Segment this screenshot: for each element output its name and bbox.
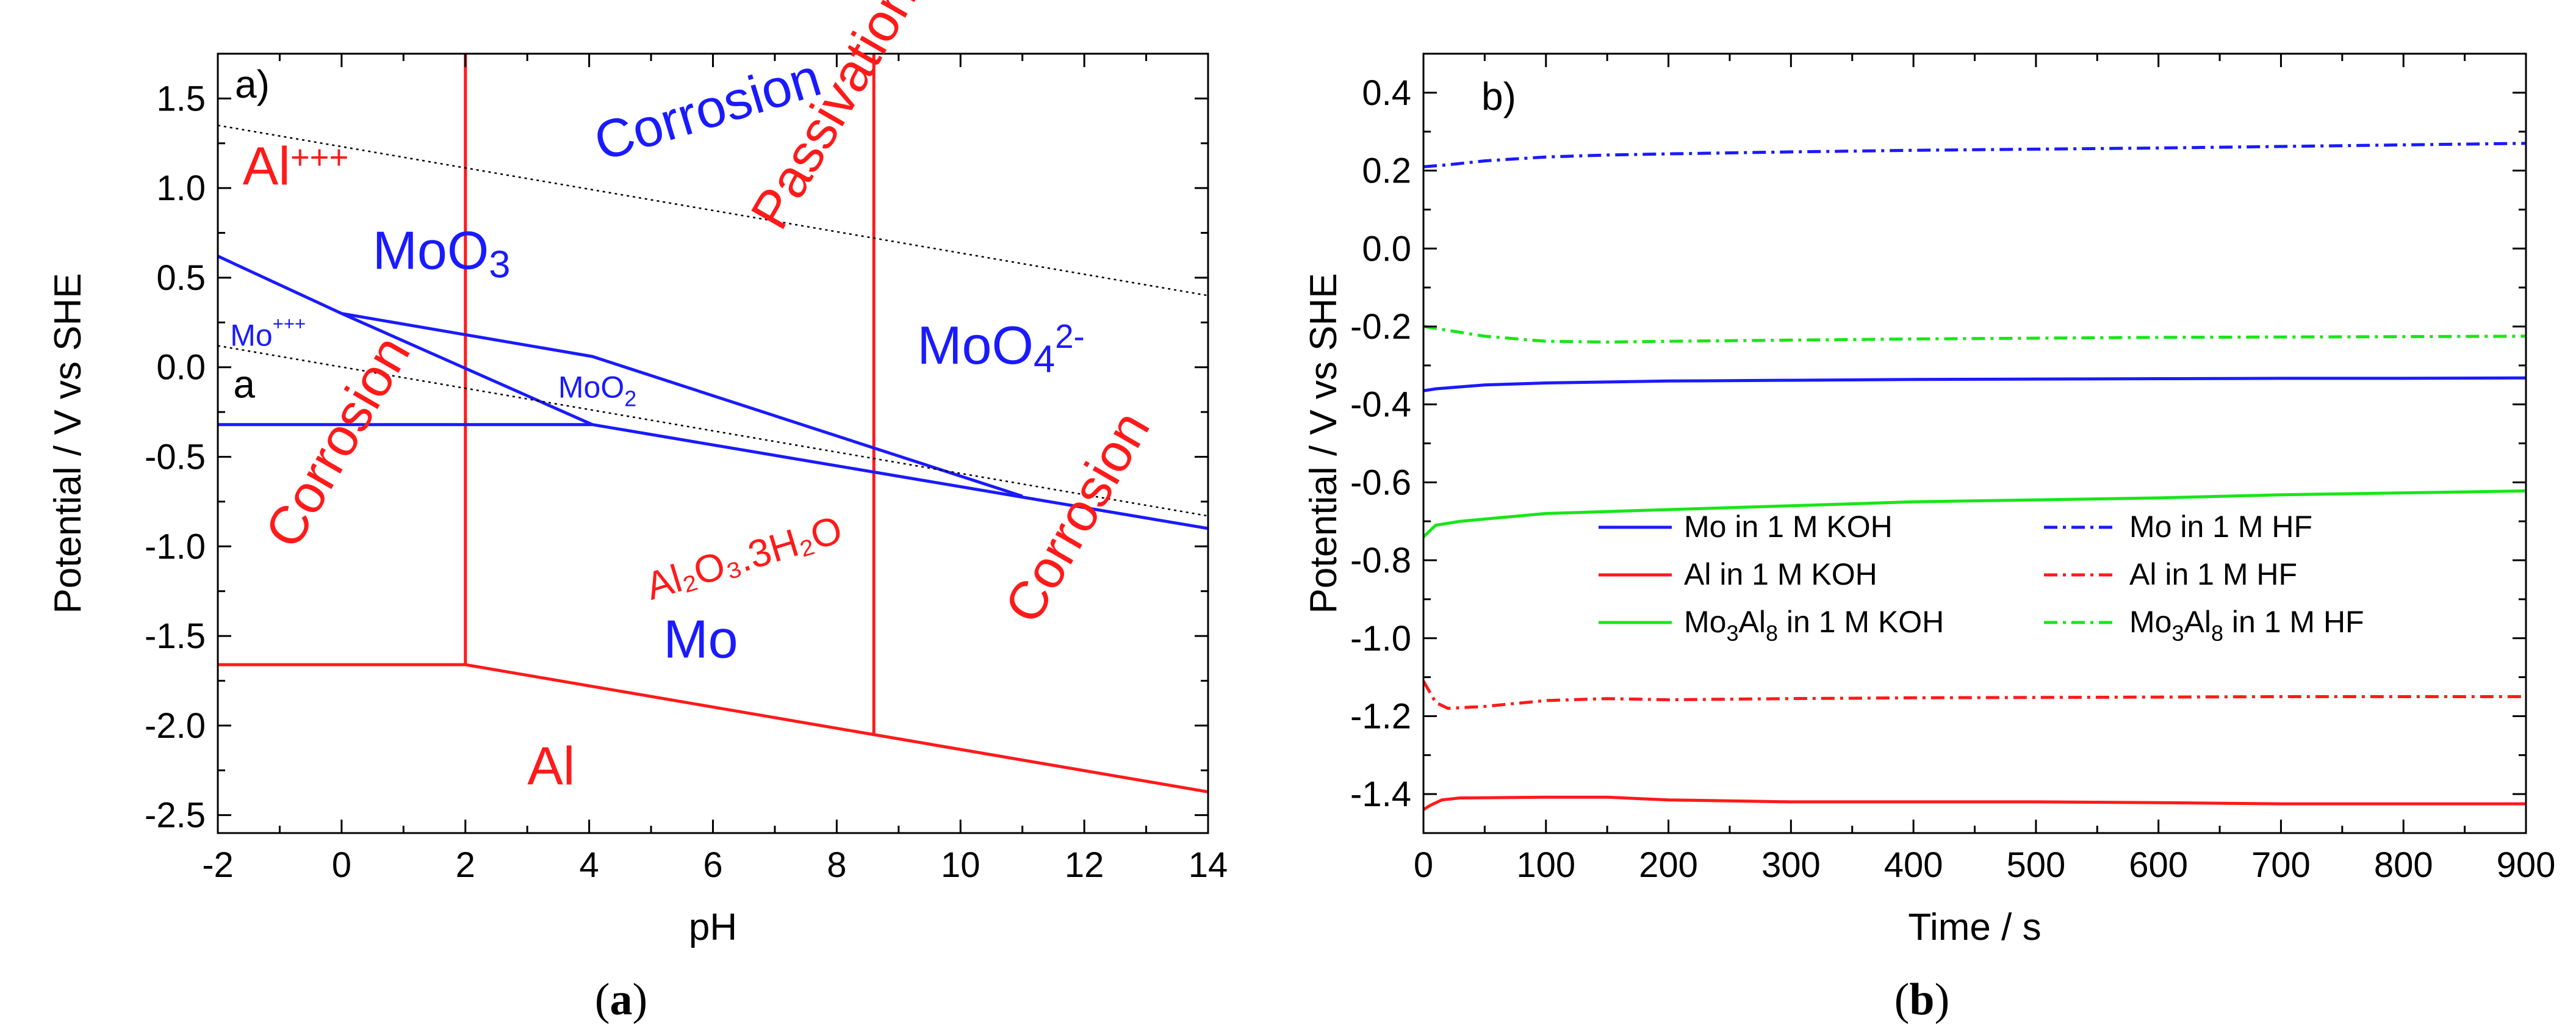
series-line bbox=[1423, 142, 2526, 168]
legend-label: Mo in 1 M KOH bbox=[1684, 510, 1893, 544]
y-axis-label: Potential / V vs SHE bbox=[1303, 273, 1345, 613]
caption-b: (b) bbox=[1894, 975, 1949, 1025]
series-line bbox=[1423, 325, 2526, 344]
region-label: Mo+++ bbox=[230, 313, 306, 353]
series-line bbox=[1423, 489, 2526, 538]
series-line bbox=[1423, 376, 2526, 392]
region-label: MoO3 bbox=[373, 220, 511, 286]
x-tick-label: 12 bbox=[1065, 845, 1104, 885]
y-tick-label: -0.2 bbox=[1350, 307, 1411, 347]
y-axis-label: Potential / V vs SHE bbox=[47, 273, 89, 613]
y-tick-label: -1.5 bbox=[145, 616, 206, 656]
y-tick-label: 1.5 bbox=[156, 79, 206, 118]
y-tick-label: -1.0 bbox=[1350, 619, 1411, 659]
region-label: a bbox=[233, 363, 255, 406]
y-tick-label: 0.4 bbox=[1362, 73, 1411, 113]
x-tick-label: 100 bbox=[1516, 845, 1575, 885]
series-line bbox=[218, 345, 1208, 517]
series-line bbox=[218, 254, 342, 315]
series-line bbox=[1423, 680, 2526, 710]
panel-label: a) bbox=[235, 62, 270, 106]
x-tick-label: 800 bbox=[2374, 845, 2433, 885]
y-tick-label: -0.6 bbox=[1350, 463, 1411, 502]
y-tick-label: -2.0 bbox=[145, 706, 206, 746]
x-tick-label: -2 bbox=[202, 845, 234, 885]
x-tick-label: 0 bbox=[332, 845, 351, 885]
chart-b: 0 100 200 300 400 500 600 700 800 900 -1.4 -1.2 -1.0… bbox=[1303, 52, 2556, 948]
region-label: Al bbox=[527, 736, 575, 796]
legend-label: Al in 1 M KOH bbox=[1684, 557, 1877, 591]
legend-label: Al in 1 M HF bbox=[2129, 557, 2297, 591]
y-tick-label: -0.8 bbox=[1350, 541, 1411, 580]
panel-label: b) bbox=[1481, 74, 1516, 118]
y-tick-label: -1.2 bbox=[1350, 696, 1411, 736]
x-tick-label: 4 bbox=[579, 845, 599, 885]
region-label: MoO2 bbox=[558, 370, 636, 411]
y-tick-label: 0.2 bbox=[1362, 151, 1411, 191]
x-axis-label: pH bbox=[689, 906, 737, 948]
series-group bbox=[218, 54, 1208, 793]
series-group bbox=[1423, 142, 2526, 811]
y-tick-label: 0.0 bbox=[156, 348, 206, 388]
y-tick-label: -2.5 bbox=[145, 796, 206, 835]
series-line bbox=[340, 312, 593, 426]
x-tick-label: 600 bbox=[2129, 845, 2188, 885]
x-tick-label: 200 bbox=[1639, 845, 1698, 885]
region-label: Al+++ bbox=[243, 135, 349, 196]
region-label: Mo bbox=[663, 608, 738, 669]
x-tick-label: 300 bbox=[1761, 845, 1821, 885]
series-line bbox=[341, 312, 1023, 498]
legend-label: Mo3Al8 in 1 M HF bbox=[2129, 605, 2364, 646]
x-tick-label: 10 bbox=[941, 845, 980, 885]
x-tick-label: 0 bbox=[1414, 845, 1433, 885]
x-tick-label: 500 bbox=[2006, 845, 2065, 885]
y-tick-label: 1.0 bbox=[156, 168, 206, 208]
x-tick-label: 2 bbox=[456, 845, 475, 885]
y-tick-label: 0.0 bbox=[1362, 229, 1411, 269]
y-tick-label: -0.5 bbox=[145, 438, 206, 477]
y-tick-label: 0.5 bbox=[156, 258, 206, 298]
x-tick-label: 6 bbox=[703, 845, 722, 885]
region-label: MoO42- bbox=[917, 315, 1084, 381]
x-tick-label: 900 bbox=[2497, 845, 2556, 885]
series-line bbox=[1423, 795, 2526, 811]
y-tick-label: -1.4 bbox=[1350, 774, 1411, 814]
legend-label: Mo in 1 M HF bbox=[2129, 510, 2312, 544]
x-tick-label: 8 bbox=[827, 845, 846, 885]
x-tick-label: 700 bbox=[2251, 845, 2311, 885]
series-line bbox=[592, 423, 1208, 530]
x-axis-label: Time / s bbox=[1908, 906, 2041, 948]
x-tick-label: 400 bbox=[1884, 845, 1943, 885]
legend-label: Mo3Al8 in 1 M KOH bbox=[1684, 605, 1944, 646]
caption-a: (a) bbox=[595, 975, 647, 1025]
y-tick-label: -0.4 bbox=[1350, 385, 1411, 425]
x-tick-label: 14 bbox=[1189, 845, 1228, 885]
legend: Mo in 1 M KOH Al in 1 M KOH Mo3Al8 in 1 M … bbox=[1599, 510, 2364, 646]
series-line bbox=[218, 124, 1208, 297]
y-tick-label: -1.0 bbox=[145, 527, 206, 566]
